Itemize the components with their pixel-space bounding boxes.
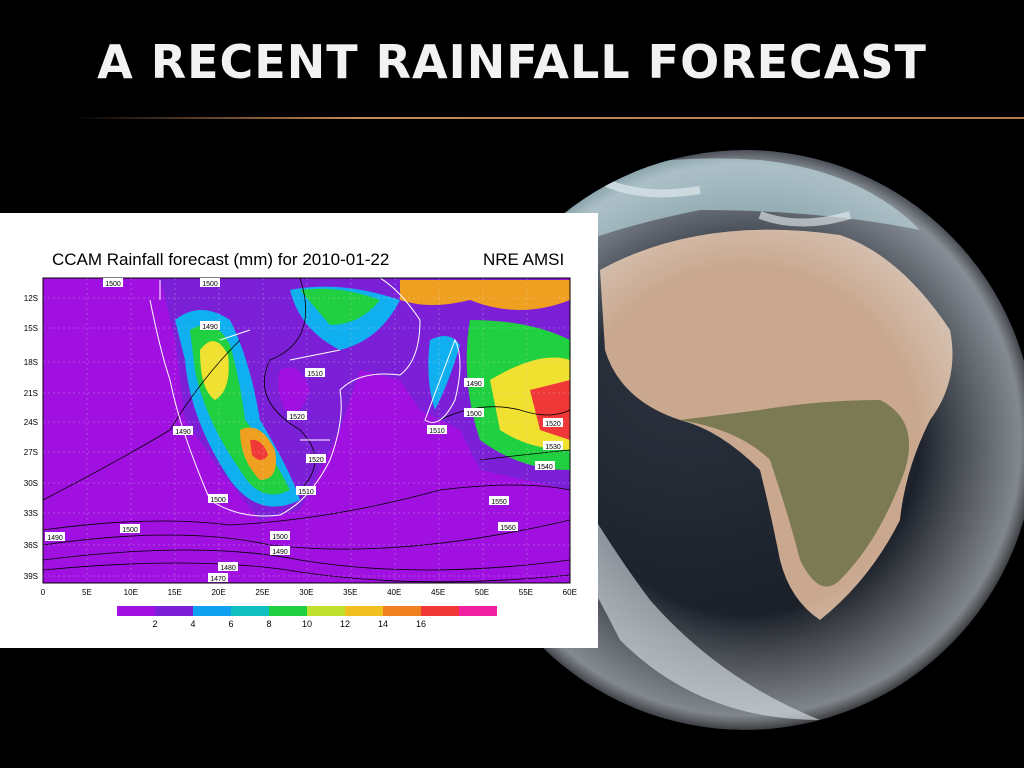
colorbar-swatch [231,606,269,616]
colorbar-label: 4 [190,619,195,629]
figure-title: CCAM Rainfall forecast (mm) for 2010-01-… [52,250,389,269]
lon-label: 50E [475,588,489,597]
lat-label: 21S [24,389,38,398]
contour-label-box [464,408,484,417]
lat-label: 15S [24,324,38,333]
contour-label: 1500 [122,527,138,534]
lon-label: 15E [168,588,182,597]
contour-label-box [103,278,123,287]
lat-label: 30S [24,479,38,488]
contour-label-box [535,461,555,470]
slide-title: A RECENT RAINFALL FORECAST [97,35,927,89]
contour-label-box [305,368,325,377]
contour-label-box [200,278,220,287]
contour-label-box [208,494,228,503]
contour-label-box [120,524,140,533]
colorbar-swatch [345,606,383,616]
contour-label-box [543,441,563,450]
contour-label-box [173,426,193,435]
contour-label: 1490 [202,324,218,331]
lon-label: 55E [519,588,533,597]
contour-label: 1520 [289,414,305,421]
lat-label: 12S [24,294,38,303]
colorbar-swatch [383,606,421,616]
contour-label: 1500 [202,281,218,288]
lon-label: 45E [431,588,445,597]
colorbar-swatch [155,606,193,616]
colorbar-label: 12 [340,619,350,629]
lat-label: 39S [24,572,38,581]
contour-label: 1530 [545,444,561,451]
contour-label: 1500 [466,411,482,418]
contour-label-box [45,532,65,541]
title-rule [70,117,1024,119]
lat-label: 36S [24,541,38,550]
colorbar-label: 10 [302,619,312,629]
contour-label-box [464,378,484,387]
colorbar-label: 14 [378,619,388,629]
colorbar-swatch [459,606,497,616]
contour-label-box [270,531,290,540]
contour-label-box [498,522,518,531]
colorbar-swatch [117,606,155,616]
contour-label: 1550 [491,499,507,506]
contour-label-box [200,321,220,330]
contour-label-box [489,496,509,505]
contour-label: 1510 [429,428,445,435]
colorbar-label: 2 [152,619,157,629]
figure-credit: NRE AMSI [483,250,564,269]
lon-label: 20E [211,588,225,597]
rainfall-map-figure: CCAM Rainfall forecast (mm) for 2010-01-… [0,213,598,648]
contour-label: 1500 [272,534,288,541]
lon-label: 0 [41,588,46,597]
colorbar-swatch [193,606,231,616]
contour-label: 1500 [210,497,226,504]
lon-label: 5E [82,588,92,597]
colorbar-swatch [269,606,307,616]
contour-label-box [427,425,447,434]
contour-label: 1500 [105,281,121,288]
colorbar-label: 6 [228,619,233,629]
contour-label: 1540 [537,464,553,471]
lon-label: 35E [343,588,357,597]
lon-label: 60E [563,588,577,597]
contour-label-box [270,546,290,555]
contour-label: 1520 [545,421,561,428]
contour-label: 1490 [175,429,191,436]
contour-label-box [208,573,228,582]
contour-label: 1470 [210,576,226,583]
rainfall-field [43,278,570,583]
plot-frame [42,277,571,584]
lon-label: 10E [124,588,138,597]
contour-label-box [287,411,307,420]
contour-label: 1490 [466,381,482,388]
contour-label: 1510 [298,489,314,496]
lat-label: 27S [24,448,38,457]
lat-label: 33S [24,509,38,518]
contour-label-box [296,486,316,495]
lat-label: 24S [24,418,38,427]
contour-label: 1560 [500,525,516,532]
colorbar-swatch [421,606,459,616]
contour-label: 1480 [220,565,236,572]
contour-label: 1520 [308,457,324,464]
contour-label: 1490 [47,535,63,542]
contour-label-box [218,562,238,571]
colorbar-swatch [307,606,345,616]
colorbar-label: 16 [416,619,426,629]
contour-label: 1510 [307,371,323,378]
lat-label: 18S [24,358,38,367]
lon-label: 40E [387,588,401,597]
colorbar-label: 8 [266,619,271,629]
contour-label-box [306,454,326,463]
lon-label: 30E [299,588,313,597]
contour-label: 1490 [272,549,288,556]
contour-label-box [543,418,563,427]
lon-label: 25E [255,588,269,597]
